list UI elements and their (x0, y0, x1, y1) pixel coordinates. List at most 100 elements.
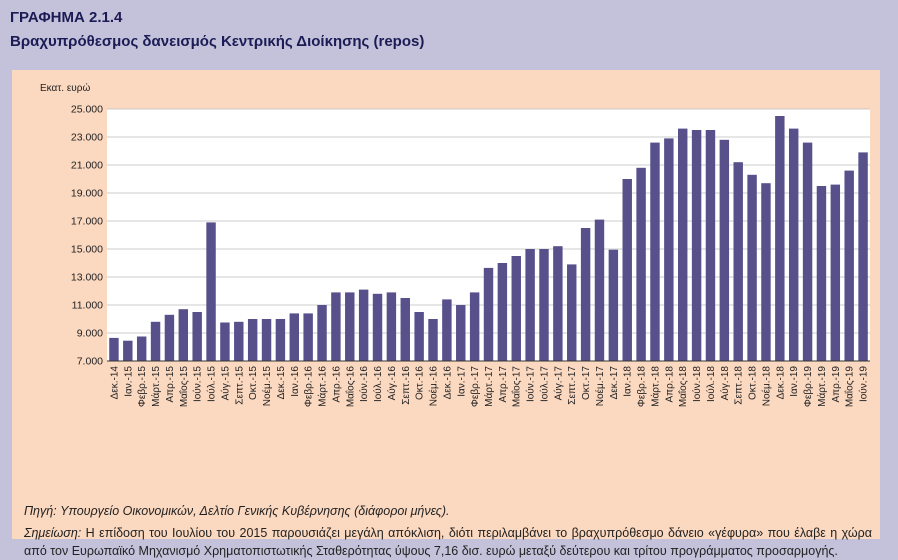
x-tick-label: Απρ.-19 (831, 366, 842, 403)
bar (456, 305, 466, 361)
bar (580, 228, 591, 361)
bar (733, 162, 743, 361)
bar (247, 319, 258, 361)
source-text: Υπουργείο Οικονομικών, Δελτίο Γενικής Κυ… (60, 504, 450, 518)
bar (192, 312, 202, 361)
x-tick-label: Μάρτ.-15 (150, 366, 162, 407)
bar (206, 222, 216, 361)
bar (650, 142, 660, 361)
bar (136, 336, 147, 361)
bar-chart: 7.000 9.000 11.000 13.000 15.000 17.000 19.000… (71, 104, 870, 408)
x-tick-label: Νοέμ.-17 (594, 366, 606, 407)
bar (678, 128, 688, 361)
x-tick-label: Δεκ.-18 (775, 366, 786, 400)
bar (594, 219, 605, 361)
bar (400, 298, 410, 361)
x-tick-label: Φεβρ.-17 (470, 366, 481, 408)
x-tick-label: Μαΐος-16 (344, 366, 356, 408)
x-tick-label: Δεκ.-15 (276, 366, 287, 400)
x-tick-label: Νοέμ.-16 (428, 366, 440, 407)
x-tick-label: Ιούλ.-16 (372, 366, 384, 402)
x-tick-label: Μαΐος-19 (844, 366, 856, 408)
x-tick-label: Ιούν.-19 (858, 366, 870, 402)
bar (178, 309, 189, 361)
bar (317, 305, 327, 361)
bar (234, 321, 244, 361)
x-tick-label: Σεπτ.-18 (734, 366, 745, 405)
x-tick-label: Αύγ.-15 (219, 366, 231, 401)
x-tick-label: Ιούν.-15 (192, 366, 204, 402)
bar (844, 170, 854, 361)
x-tick-label: Μάρτ.-18 (649, 366, 661, 407)
bar (358, 289, 369, 361)
x-tick-label: Οκτ.-15 (248, 366, 259, 400)
x-tick-label: Αύγ.-18 (719, 366, 731, 401)
x-tick-label: Ιούν.-18 (691, 366, 703, 402)
bar (220, 322, 230, 361)
bar (442, 299, 452, 361)
x-tick-label: Σεπτ.-17 (567, 366, 578, 405)
bar (608, 249, 619, 361)
bar (636, 167, 646, 361)
x-tick-label: Φεβρ.-18 (637, 366, 648, 408)
y-axis-unit-label: Εκατ. ευρώ (40, 83, 91, 94)
bar (289, 313, 299, 361)
bar (414, 312, 424, 361)
bar (483, 267, 494, 361)
x-tick-label: Ιαν.-18 (623, 366, 634, 397)
bar (539, 249, 549, 361)
x-tick-label: Φεβρ.-15 (137, 366, 148, 408)
x-tick-label: Δεκ.-16 (442, 366, 453, 400)
x-tick-label: Νοέμ.-15 (261, 366, 273, 407)
x-tick-label: Φεβρ.-19 (803, 366, 814, 408)
x-tick-label: Ιαν.-15 (123, 366, 134, 397)
bar (553, 246, 563, 361)
bar (497, 263, 508, 361)
x-tick-label: Αύγ.-16 (386, 366, 398, 401)
bar (664, 138, 674, 361)
x-tick-label: Σεπτ.-15 (234, 366, 245, 405)
x-tick-label: Απρ.-15 (165, 366, 176, 403)
x-tick-label: Απρ.-18 (664, 366, 675, 403)
bar (705, 130, 716, 361)
x-tick-label: Οκτ.-17 (581, 366, 592, 400)
x-tick-label: Ιούλ.-18 (705, 366, 717, 402)
source-line: Πηγή: Υπουργείο Οικονομικών, Δελτίο Γενι… (24, 502, 872, 520)
note-text: Η επίδοση του Ιουλίου του 2015 παρουσιάζ… (24, 526, 872, 558)
x-tick-label: Δεκ.-17 (609, 366, 620, 400)
x-tick-label: Φεβρ.-16 (304, 366, 315, 408)
x-tick-label: Αύγ.-17 (552, 366, 564, 401)
x-tick-label: Απρ.-16 (331, 366, 342, 403)
source-label: Πηγή: (24, 504, 57, 518)
figure-title: Βραχυπρόθεσμος δανεισμός Κεντρικής Διοίκ… (10, 33, 425, 50)
bar (428, 319, 438, 361)
bar (386, 292, 397, 361)
y-tick-label: 17.000 (71, 216, 103, 228)
x-tick-label: Μαΐος-15 (178, 366, 190, 408)
y-tick-label: 7.000 (77, 356, 103, 368)
bar (261, 319, 272, 361)
x-tick-label: Δεκ.-14 (109, 366, 120, 400)
x-tick-label: Μαΐος-17 (511, 366, 523, 408)
x-tick-label: Μάρτ.-16 (317, 366, 329, 407)
bar (567, 264, 577, 361)
x-tick-label: Οκτ.-18 (748, 366, 759, 400)
y-tick-label: 11.000 (72, 300, 103, 312)
x-tick-label: Νοέμ.-18 (760, 366, 772, 407)
note-label: Σημείωση: (24, 526, 82, 540)
x-tick-label: Ιούν.-17 (525, 366, 537, 402)
bar (123, 340, 133, 361)
bar (331, 292, 341, 361)
x-tick-label: Ιαν.-19 (789, 366, 800, 397)
chart-panel: Εκατ. ευρώ 7.000 9.000 11.000 13.000 15.000 1… (12, 70, 880, 558)
y-tick-label: 23.000 (71, 132, 103, 144)
bar (525, 249, 535, 361)
bar (802, 142, 813, 361)
bar (747, 174, 757, 361)
bar (830, 184, 841, 361)
x-tick-label: Οκτ.-16 (415, 366, 426, 400)
bar (469, 292, 480, 361)
x-tick-label: Ιούλ.-17 (538, 366, 550, 402)
bar (622, 179, 632, 361)
y-tick-label: 21.000 (71, 160, 103, 172)
